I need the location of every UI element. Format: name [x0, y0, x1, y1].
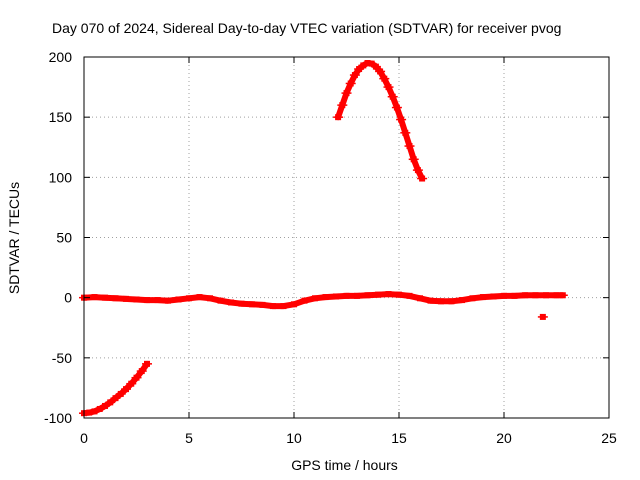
y-tick-label: 200: [49, 49, 73, 65]
series-early-rise: [79, 360, 152, 417]
series-outlier: [537, 313, 548, 320]
data-series: [79, 60, 568, 417]
y-tick-label: 150: [49, 109, 73, 125]
series-near-zero-baseline: [79, 291, 568, 310]
y-tick-label: 0: [64, 290, 72, 306]
y-tick-label: 100: [49, 169, 73, 185]
series-afternoon-hump: [333, 60, 428, 182]
x-tick-label: 10: [286, 430, 302, 446]
y-axis-label: SDTVAR / TECUs: [6, 182, 22, 294]
x-tick-label: 15: [391, 430, 407, 446]
axis-ticks: 0 5 10 15 20 25 -100 -50 0 50 100 150 200: [44, 49, 617, 446]
x-tick-label: 25: [601, 430, 617, 446]
x-tick-label: 20: [496, 430, 512, 446]
y-tick-label: -50: [52, 350, 72, 366]
x-axis-label: GPS time / hours: [291, 457, 398, 473]
y-tick-label: 50: [56, 230, 72, 246]
chart-title: Day 070 of 2024, Sidereal Day-to-day VTE…: [52, 20, 561, 36]
y-tick-label: -100: [44, 410, 72, 426]
x-tick-label: 0: [80, 430, 88, 446]
x-tick-label: 5: [185, 430, 193, 446]
